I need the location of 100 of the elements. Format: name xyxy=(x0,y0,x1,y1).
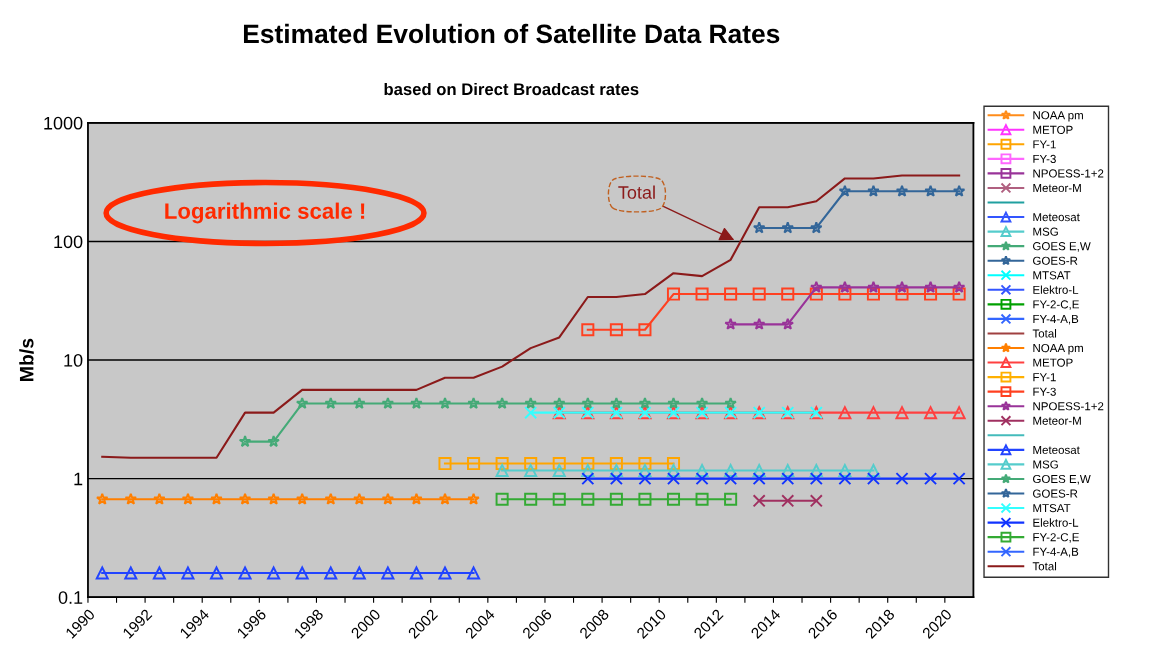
point xyxy=(581,464,595,478)
point xyxy=(781,472,795,486)
chart-subtitle: based on Direct Broadcast rates xyxy=(384,82,639,96)
point xyxy=(781,317,794,330)
point xyxy=(267,566,281,580)
legend-label: FY-3 xyxy=(1033,154,1056,163)
point xyxy=(467,492,480,505)
point xyxy=(752,287,766,301)
point xyxy=(581,492,595,506)
point xyxy=(666,457,681,471)
point xyxy=(438,396,452,409)
legend-label: GOES E,W xyxy=(1033,474,1091,485)
point xyxy=(638,472,652,486)
legend-label: FY-2-C,E xyxy=(1033,533,1079,543)
point xyxy=(752,317,766,330)
point xyxy=(324,492,337,505)
point xyxy=(524,406,538,420)
y-tick-label: 100 xyxy=(54,235,83,249)
point xyxy=(781,287,795,301)
point xyxy=(609,492,623,506)
point xyxy=(524,457,538,471)
point xyxy=(838,464,852,478)
point xyxy=(924,287,938,301)
point xyxy=(895,280,909,293)
legend-label: METOP xyxy=(1033,358,1073,367)
point xyxy=(467,457,481,471)
point xyxy=(581,457,595,471)
point xyxy=(666,464,681,478)
point xyxy=(895,287,909,301)
point xyxy=(838,280,852,293)
point xyxy=(438,492,452,505)
legend-label: MTSAT xyxy=(1033,504,1071,513)
legend-label: NOAA pm xyxy=(1033,343,1083,355)
point xyxy=(95,566,109,580)
point xyxy=(410,492,423,505)
legend-label: Elektro-L xyxy=(1033,285,1079,294)
point xyxy=(695,396,709,409)
point xyxy=(467,396,480,409)
point xyxy=(524,492,538,506)
point xyxy=(695,492,709,506)
point xyxy=(381,566,395,580)
point xyxy=(895,184,909,197)
point xyxy=(552,464,566,478)
point xyxy=(638,457,652,471)
annotation: Total xyxy=(618,185,655,199)
point xyxy=(667,396,680,409)
legend-label: Meteor-M xyxy=(1033,184,1081,193)
point xyxy=(238,435,252,448)
legend-label: NPOESS-1+2 xyxy=(1033,402,1104,411)
point xyxy=(324,566,338,580)
y-tick-label: 10 xyxy=(64,353,83,367)
point xyxy=(609,464,623,478)
point xyxy=(781,221,794,234)
point xyxy=(810,221,823,234)
legend-label: MSG xyxy=(1033,460,1058,469)
y-axis-title: Mb/s xyxy=(19,338,34,381)
legend-label: FY-4-A,B xyxy=(1033,314,1079,325)
point xyxy=(209,566,224,580)
point xyxy=(866,406,880,420)
point xyxy=(410,396,423,409)
point xyxy=(381,396,395,409)
point xyxy=(353,492,366,505)
point xyxy=(181,492,195,505)
legend-label: GOES-R xyxy=(1033,256,1078,265)
point xyxy=(895,406,909,420)
point xyxy=(295,492,309,505)
point xyxy=(124,566,138,580)
point xyxy=(752,221,766,234)
legend-label: FY-1 xyxy=(1033,373,1056,382)
point xyxy=(752,464,766,478)
point xyxy=(809,464,823,478)
point xyxy=(695,464,709,478)
point xyxy=(495,396,509,409)
legend-label: Meteosat xyxy=(1033,445,1080,454)
point xyxy=(838,287,852,301)
point xyxy=(638,323,652,337)
point xyxy=(724,317,737,330)
point xyxy=(609,323,623,337)
point xyxy=(809,494,823,508)
point xyxy=(238,566,252,580)
point xyxy=(666,472,681,486)
point xyxy=(295,566,309,580)
point xyxy=(695,472,709,486)
legend-label: FY-2-C,E xyxy=(1033,300,1079,310)
point xyxy=(581,472,595,486)
point xyxy=(781,464,795,478)
point xyxy=(724,472,738,486)
legend-label: Total xyxy=(1032,561,1057,571)
point xyxy=(495,492,509,506)
point xyxy=(267,435,280,448)
annotation: Logarithmic scale ! xyxy=(165,202,365,224)
point xyxy=(866,472,880,486)
point xyxy=(809,287,823,301)
legend-label: NPOESS-1+2 xyxy=(1033,169,1104,178)
y-tick-label: 1 xyxy=(74,472,83,486)
point xyxy=(552,492,566,506)
legend-label: Meteosat xyxy=(1033,213,1080,222)
point xyxy=(524,464,538,478)
point xyxy=(295,396,309,409)
point xyxy=(153,492,166,505)
